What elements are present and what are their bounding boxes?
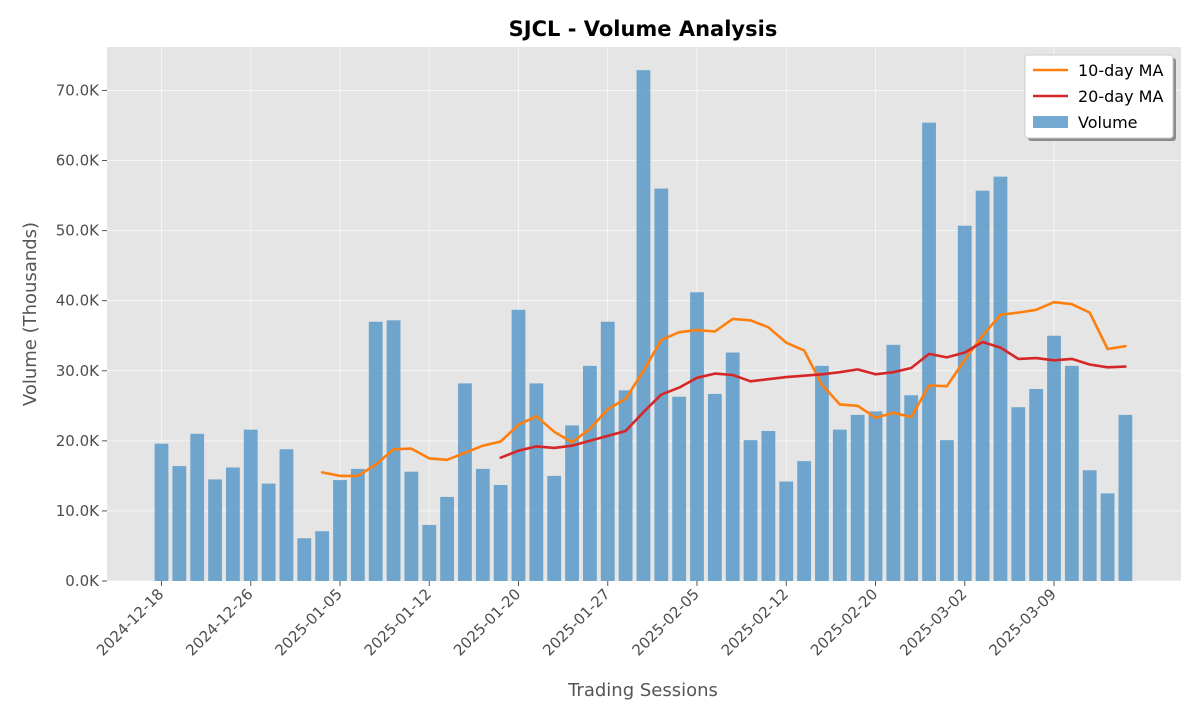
volume-bar [636, 70, 651, 582]
volume-bar [797, 461, 811, 581]
volume-bar [261, 483, 276, 581]
volume-bar [458, 383, 472, 581]
volume-bar [868, 411, 883, 581]
legend-swatch-volume [1033, 116, 1068, 128]
volume-bar [850, 414, 865, 581]
volume-bar [1029, 388, 1044, 581]
volume-bar [600, 321, 615, 581]
volume-bar [243, 429, 258, 581]
volume-bar [583, 365, 597, 581]
volume-bar [529, 383, 544, 581]
x-axis-label: Trading Sessions [567, 680, 718, 701]
volume-bar [832, 429, 847, 581]
legend-label-volume: Volume [1078, 113, 1138, 132]
volume-bar [565, 425, 579, 581]
legend-label-20-day-ma: 20-day MA [1078, 87, 1163, 106]
20-day-ma-line [499, 340, 1127, 459]
y-tick-label: 40.0K [56, 292, 100, 310]
chart-title: SJCL - Volume Analysis [509, 17, 778, 41]
volume-bar [368, 321, 383, 581]
volume-bar [208, 479, 222, 581]
10-day-ma-line [320, 300, 1127, 478]
volume-bar [404, 471, 419, 581]
volume-bar [190, 433, 205, 581]
volume-bar [886, 344, 901, 581]
volume-bar [654, 188, 669, 581]
volume-bar [1047, 335, 1061, 581]
volume-bar [226, 467, 240, 581]
volume-bar [172, 466, 187, 581]
volume-bar [475, 468, 490, 581]
y-tick-label: 70.0K [56, 81, 100, 99]
moving-average-lines [320, 300, 1127, 478]
volume-bar [1082, 470, 1097, 581]
volume-bar [547, 475, 562, 581]
y-tick-label: 30.0K [56, 362, 100, 380]
y-tick-label: 60.0K [56, 152, 100, 170]
volume-bar [761, 431, 776, 581]
volume-bar [493, 484, 508, 581]
volume-bar [618, 390, 633, 581]
volume-bar [333, 480, 347, 581]
legend-label-10-day-ma: 10-day MA [1078, 61, 1163, 80]
volume-bar [422, 524, 437, 581]
volume-bar [279, 449, 294, 581]
volume-bar [1118, 414, 1133, 581]
volume-bar [440, 496, 454, 581]
volume-bar [1011, 407, 1026, 581]
volume-bar [779, 481, 794, 581]
volume-bar [904, 395, 919, 581]
volume-bar [975, 190, 990, 581]
volume-bar [725, 352, 740, 581]
volume-bar [1100, 493, 1115, 581]
legend: 10-day MA 20-day MA Volume [1024, 54, 1176, 141]
y-axis: 0.0K 10.0K 20.0K 30.0K 40.0K 50.0K 60.0K 70.0K [56, 81, 107, 590]
volume-bar [993, 176, 1008, 581]
volume-bar [957, 225, 972, 581]
y-tick-label: 20.0K [56, 432, 100, 450]
volume-bar [315, 531, 330, 581]
volume-bar [511, 309, 526, 581]
y-axis-label: Volume (Thousands) [20, 222, 41, 406]
volume-bar [922, 122, 936, 582]
volume-bar [743, 440, 758, 581]
volume-bar [815, 365, 829, 581]
volume-bar [350, 468, 365, 581]
volume-bar [672, 396, 687, 581]
y-tick-label: 0.0K [65, 572, 100, 590]
volume-bar [297, 538, 312, 581]
volume-bar [940, 440, 954, 581]
volume-bar [154, 443, 169, 581]
y-tick-label: 10.0K [56, 502, 100, 520]
volume-bar [1064, 365, 1079, 581]
volume-bar [690, 292, 704, 581]
y-tick-label: 50.0K [56, 222, 100, 240]
volume-bar [707, 393, 722, 581]
